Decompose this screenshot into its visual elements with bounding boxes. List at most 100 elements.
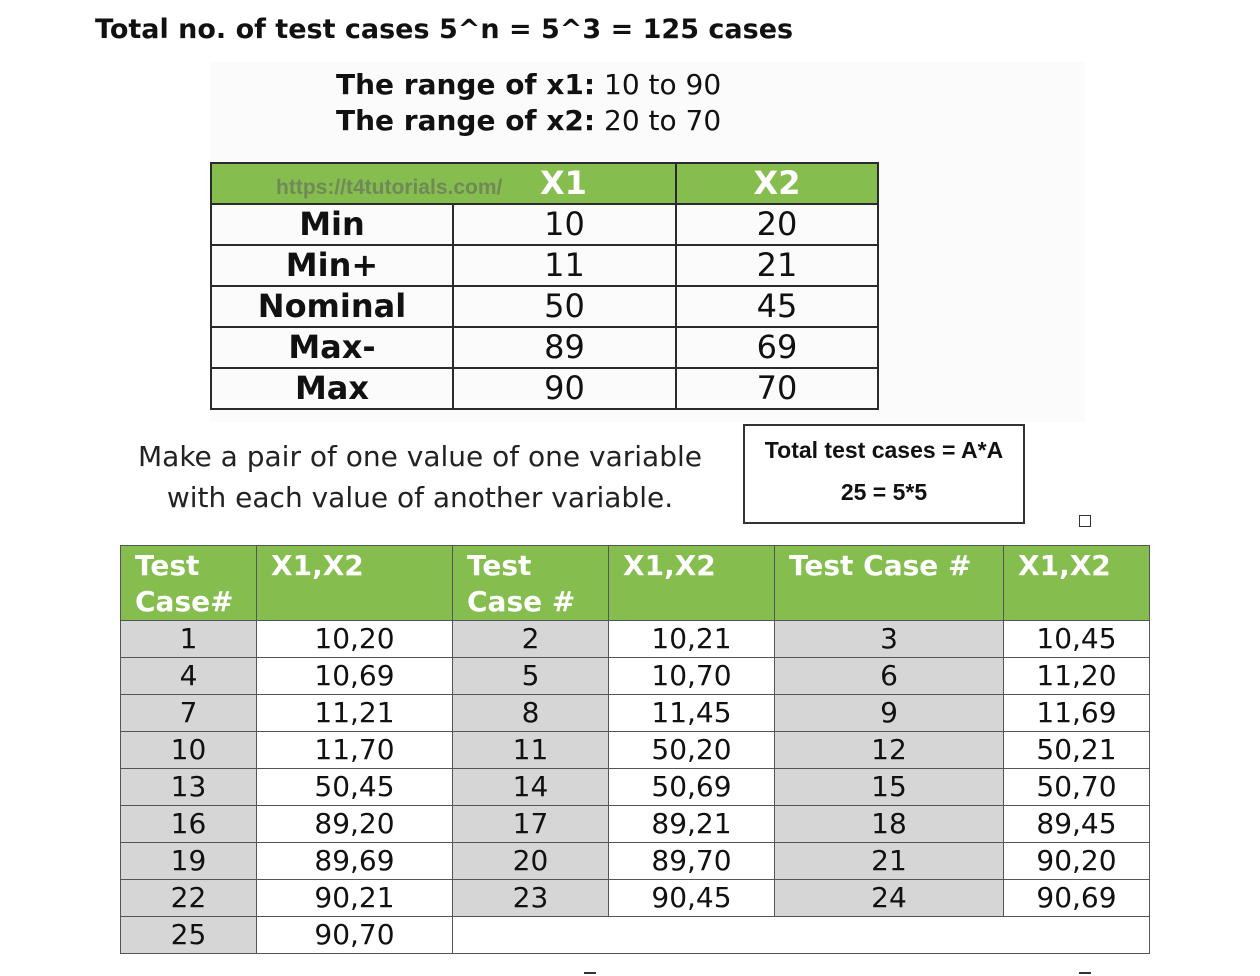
table-row: 7 11,21 8 11,45 9 11,69 [120, 694, 1150, 732]
x1-x2-pair: 10,69 [256, 657, 453, 695]
boundary-row: Max 90 70 [210, 367, 879, 410]
header-text-line: Case # [467, 585, 576, 618]
table-row: 10 11,70 11 50,20 12 50,21 [120, 731, 1150, 769]
test-case-number: 13 [120, 768, 257, 806]
boundary-x1-value: 90 [452, 367, 677, 410]
test-cases-table: Test Case# X1,X2 Test Case # X1,X2 Test Case #… [120, 545, 1150, 954]
table-row: 4 10,69 5 10,70 6 11,20 [120, 657, 1150, 695]
test-case-number: 7 [120, 694, 257, 732]
x1-x2-pair: 10,45 [1003, 620, 1150, 658]
test-case-number: 5 [452, 657, 609, 695]
header-text-line: Test [467, 549, 532, 582]
total-cases-heading: Total no. of test cases 5^n = 5^3 = 125 … [95, 14, 794, 45]
x1-x2-pair: 50,20 [608, 731, 775, 769]
test-case-number: 25 [120, 916, 257, 954]
boundary-x2-value: 20 [675, 203, 879, 246]
formula-line-2: 25 = 5*5 [840, 479, 928, 505]
test-case-number: 2 [452, 620, 609, 658]
test-case-number: 1 [120, 620, 257, 658]
header-text-line: X1,X2 [623, 549, 716, 582]
x1-x2-pair: 10,20 [256, 620, 453, 658]
test-case-number: 18 [774, 805, 1004, 843]
x1-x2-pair: 89,70 [608, 842, 775, 880]
test-case-number: 19 [120, 842, 257, 880]
pairing-note-line-1: Make a pair of one value of one variable [138, 440, 702, 473]
boundary-header-x1: https://t4tutorials.com/ X1 [210, 162, 677, 205]
boundary-header-row: https://t4tutorials.com/ X1 X2 [210, 162, 879, 205]
boundary-x2-value: 45 [675, 285, 879, 328]
test-case-number: 6 [774, 657, 1004, 695]
table-row: 16 89,20 17 89,21 18 89,45 [120, 805, 1150, 843]
boundary-row: Max- 89 69 [210, 326, 879, 369]
header-text-line: X1,X2 [1018, 549, 1111, 582]
boundary-x1-value: 10 [452, 203, 677, 246]
x1-x2-pair: 90,21 [256, 879, 453, 917]
test-case-number: 9 [774, 694, 1004, 732]
test-case-number: 23 [452, 879, 609, 917]
resize-handle[interactable] [1079, 515, 1091, 527]
pairing-note: Make a pair of one value of one variable… [120, 436, 720, 518]
x1-x2-pair: 50,21 [1003, 731, 1150, 769]
header-test-case: Test Case # [452, 545, 609, 621]
header-x1-x2: X1,X2 [1003, 545, 1150, 621]
header-text-line: X1,X2 [271, 549, 364, 582]
x1-x2-pair: 89,69 [256, 842, 453, 880]
boundary-x2-value: 21 [675, 244, 879, 287]
boundary-header-x2: X2 [675, 162, 879, 205]
x1-x2-pair: 50,69 [608, 768, 775, 806]
header-test-case: Test Case# [120, 545, 257, 621]
x1-x2-pair: 90,45 [608, 879, 775, 917]
x1-x2-pair: 10,70 [608, 657, 775, 695]
pairing-note-line-2: with each value of another variable. [166, 481, 674, 514]
boundary-table-body: Min 10 20 Min+ 11 21 Nominal 50 45 Max- 89 69 Max 90 7… [210, 203, 879, 410]
bottom-handle-left[interactable] [584, 972, 596, 974]
test-case-number: 11 [452, 731, 609, 769]
header-x1-label: X1 [540, 164, 587, 202]
boundary-row-label: Max [210, 367, 454, 410]
x1-x2-pair: 50,45 [256, 768, 453, 806]
x1-x2-pair: 11,69 [1003, 694, 1150, 732]
range-x2: The range of x2: 20 to 70 [336, 104, 721, 137]
range-x2-value: 20 to 70 [604, 104, 722, 137]
x1-x2-pair: 11,70 [256, 731, 453, 769]
formula-box: Total test cases = A*A 25 = 5*5 [743, 424, 1025, 524]
boundary-row-label: Nominal [210, 285, 454, 328]
table-row: 19 89,69 20 89,70 21 90,20 [120, 842, 1150, 880]
boundary-x1-value: 11 [452, 244, 677, 287]
x1-x2-pair: 89,21 [608, 805, 775, 843]
range-x1: The range of x1: 10 to 90 [336, 68, 721, 101]
range-x1-value: 10 to 90 [604, 68, 722, 101]
header-text-line: Test Case # [789, 549, 972, 582]
empty-cell [452, 916, 1150, 954]
header-x1-x2: X1,X2 [608, 545, 775, 621]
boundary-x2-value: 69 [675, 326, 879, 369]
x1-x2-pair: 11,21 [256, 694, 453, 732]
test-case-number: 20 [452, 842, 609, 880]
x1-x2-pair: 90,20 [1003, 842, 1150, 880]
formula-line-1: Total test cases = A*A [764, 437, 1004, 463]
test-case-number: 16 [120, 805, 257, 843]
boundary-row-label: Max- [210, 326, 454, 369]
test-case-number: 21 [774, 842, 1004, 880]
bottom-handle-right[interactable] [1079, 972, 1091, 974]
x1-x2-pair: 90,70 [256, 916, 453, 954]
test-case-number: 10 [120, 731, 257, 769]
range-x1-label: The range of x1: [336, 68, 596, 101]
boundary-row: Nominal 50 45 [210, 285, 879, 328]
x1-x2-pair: 90,69 [1003, 879, 1150, 917]
header-x1-x2: X1,X2 [256, 545, 453, 621]
test-case-number: 3 [774, 620, 1004, 658]
test-case-number: 12 [774, 731, 1004, 769]
x1-x2-pair: 11,45 [608, 694, 775, 732]
header-text-line: Test [135, 549, 200, 582]
x1-x2-pair: 89,20 [256, 805, 453, 843]
boundary-row-label: Min+ [210, 244, 454, 287]
table-row: 13 50,45 14 50,69 15 50,70 [120, 768, 1150, 806]
boundary-row: Min 10 20 [210, 203, 879, 246]
boundary-row: Min+ 11 21 [210, 244, 879, 287]
x1-x2-pair: 89,45 [1003, 805, 1150, 843]
test-case-number: 4 [120, 657, 257, 695]
test-case-number: 17 [452, 805, 609, 843]
range-x2-label: The range of x2: [336, 104, 596, 137]
x1-x2-pair: 10,21 [608, 620, 775, 658]
